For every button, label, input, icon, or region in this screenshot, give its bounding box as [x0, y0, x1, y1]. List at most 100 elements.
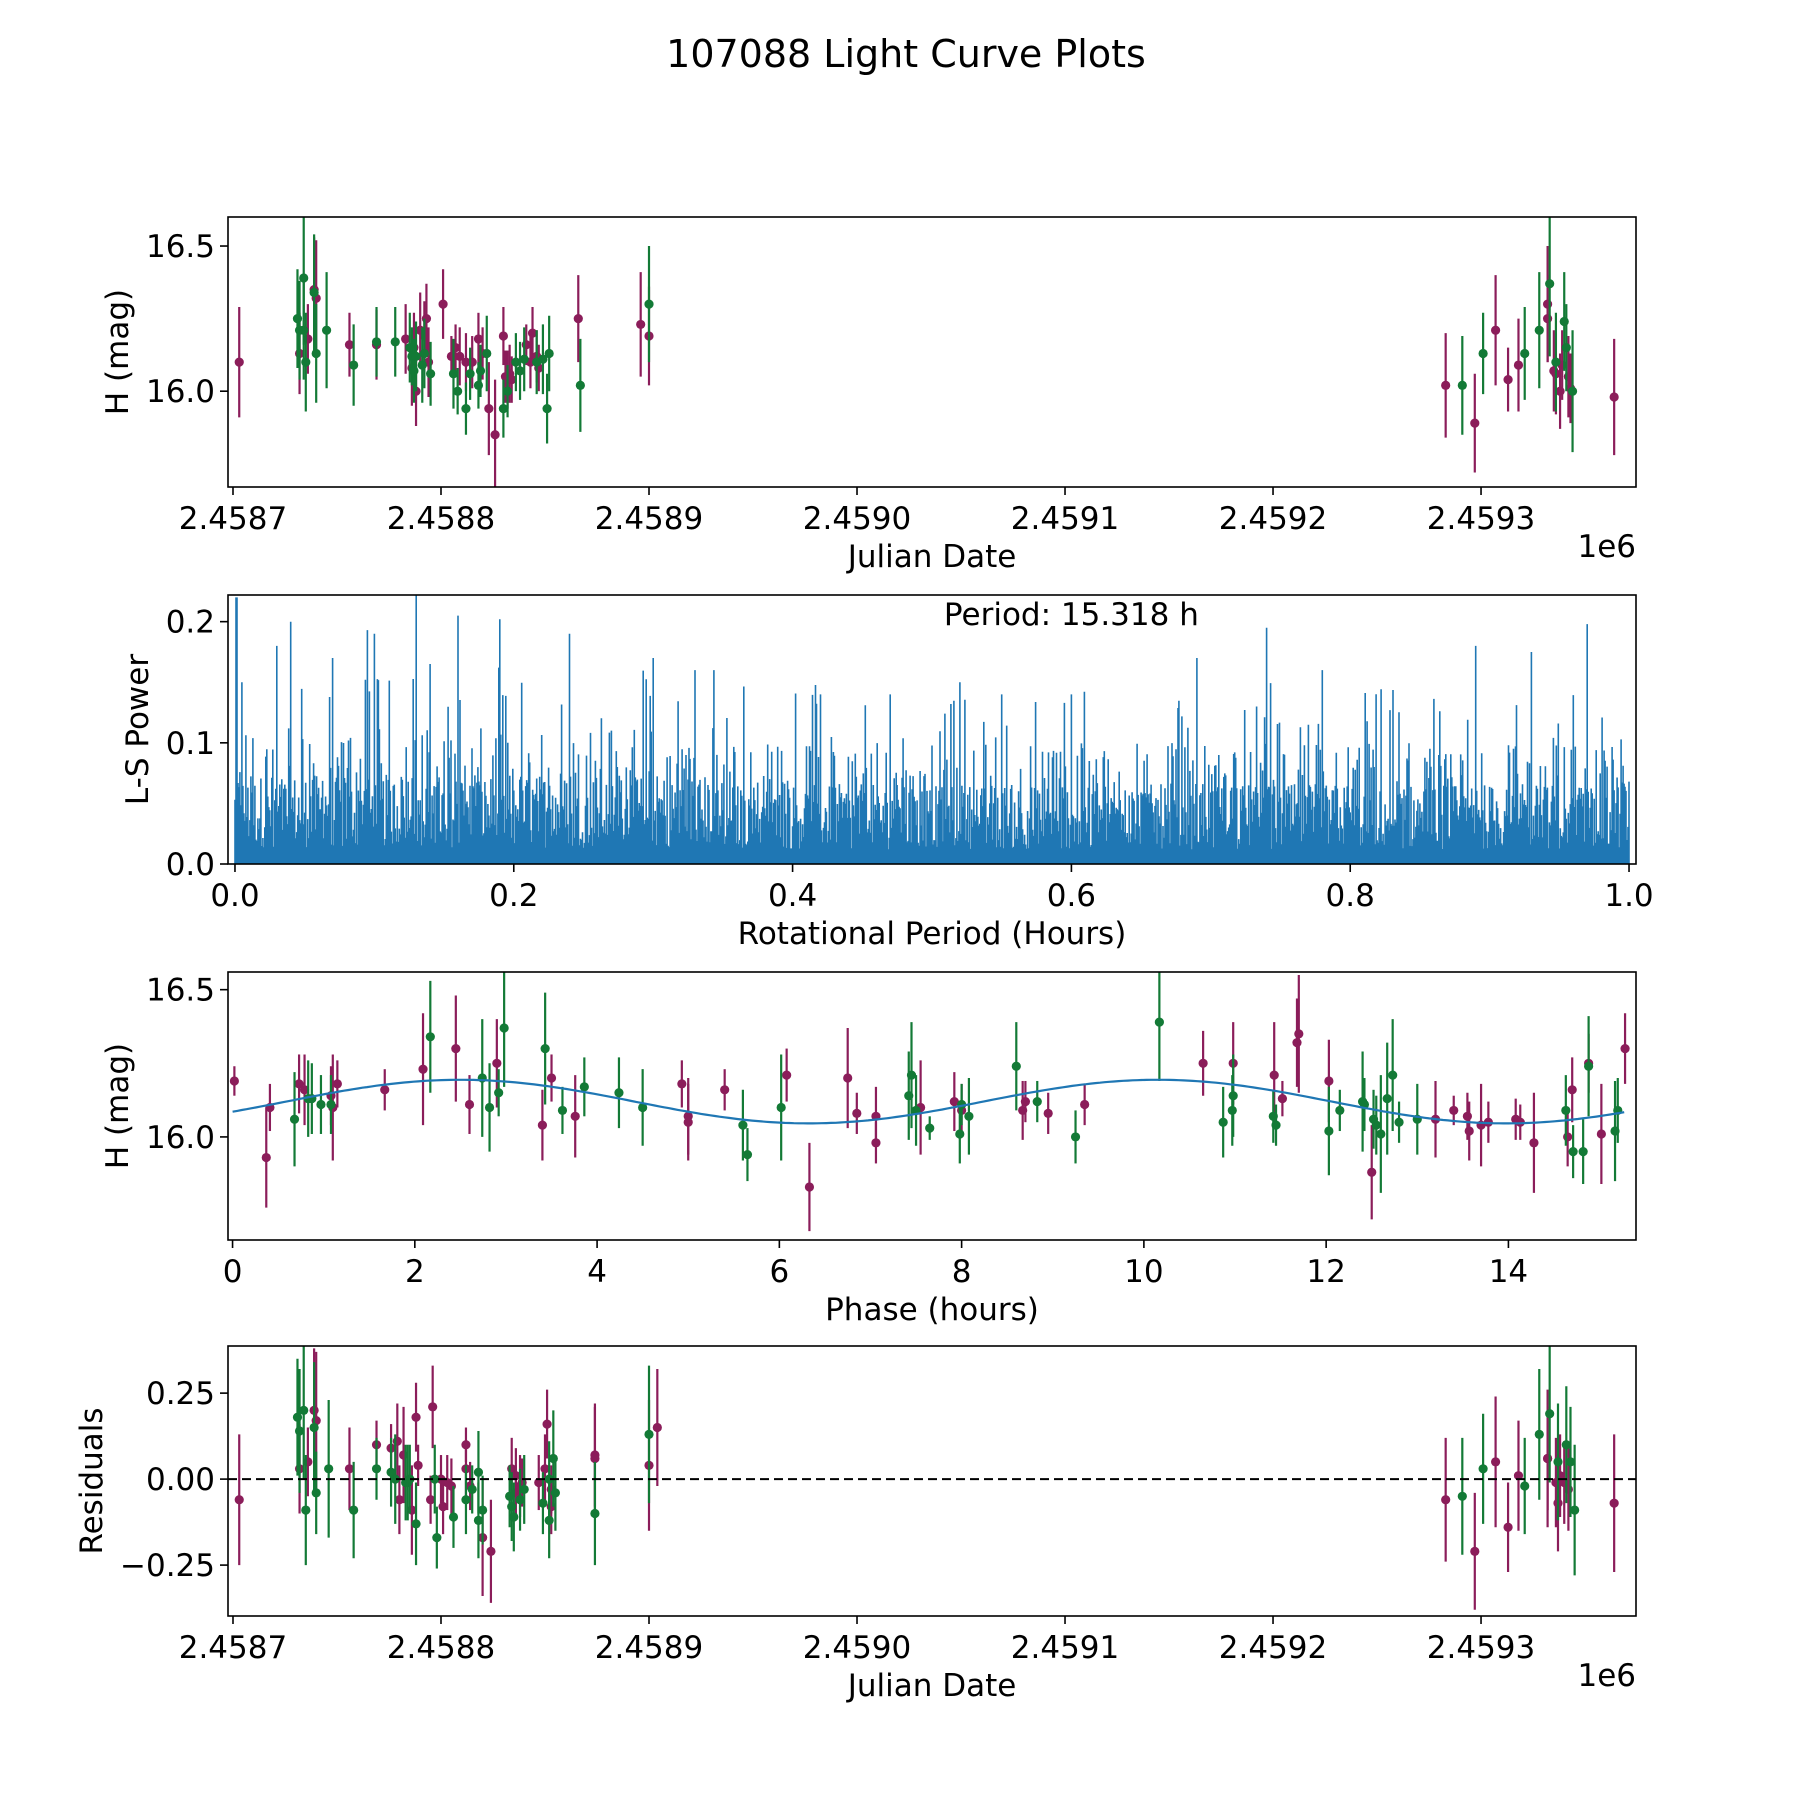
data-point — [1011, 1061, 1021, 1071]
data-point — [1520, 348, 1530, 359]
data-point — [570, 1111, 580, 1121]
x-tick-label: 2.4588 — [387, 1630, 495, 1666]
data-point — [428, 1402, 438, 1412]
data-point — [964, 1111, 974, 1121]
x-tick-label: 4 — [587, 1254, 607, 1290]
data-point — [1032, 1096, 1042, 1107]
data-point — [1394, 1117, 1404, 1127]
data-point — [906, 1070, 917, 1080]
x-tick-label: 6 — [769, 1254, 789, 1290]
data-point — [1563, 1484, 1573, 1495]
data-point — [1198, 1058, 1208, 1068]
data-point — [484, 1102, 495, 1113]
data-point — [538, 1498, 548, 1508]
data-point — [294, 1079, 304, 1089]
y-tick-label: −0.25 — [120, 1548, 215, 1584]
data-point — [299, 273, 309, 283]
data-point — [486, 1546, 496, 1556]
data-point — [579, 1082, 589, 1092]
data-point — [1553, 1457, 1563, 1467]
lightcurve-plot-area — [234, 217, 1619, 487]
periodogram-x-axis-label: Rotational Period (Hours) — [738, 916, 1127, 952]
data-point — [1388, 1070, 1398, 1080]
x-tick-label: 8 — [952, 1254, 972, 1290]
data-point — [229, 1076, 239, 1086]
x-tick-label: 10 — [1124, 1254, 1163, 1290]
data-point — [1529, 1138, 1539, 1148]
data-point — [1567, 386, 1578, 396]
x-tick-label: 1.0 — [1604, 878, 1653, 914]
data-point — [1545, 1409, 1555, 1419]
data-point — [425, 1032, 435, 1042]
data-point — [1367, 1167, 1377, 1177]
y-tick-label: 16.5 — [146, 973, 215, 1009]
data-point — [311, 1488, 321, 1498]
data-point — [1271, 1120, 1281, 1130]
data-point — [482, 348, 492, 359]
data-point — [484, 404, 494, 414]
data-point — [1534, 1429, 1544, 1439]
data-point — [390, 1474, 400, 1484]
x-tick-label: 0.0 — [210, 878, 259, 914]
data-point — [638, 1102, 648, 1113]
data-point — [519, 354, 529, 364]
data-point — [955, 1129, 965, 1139]
y-tick-label: 0.0 — [166, 847, 215, 883]
data-point — [614, 1088, 624, 1098]
data-point — [309, 287, 319, 298]
data-point — [1609, 1498, 1619, 1508]
data-point — [515, 1495, 525, 1505]
x-tick-label: 2.4590 — [803, 1630, 911, 1666]
data-point — [1561, 1105, 1571, 1116]
data-point — [344, 340, 355, 350]
data-point — [292, 314, 303, 324]
periodogram-y-axis-label: L-S Power — [120, 654, 156, 805]
residuals-x-ticks: 2.4587 2.4588 2.4589 2.4590 2.4591 2.4592 2.45… — [179, 1616, 1535, 1666]
data-point — [1520, 1481, 1530, 1491]
periodogram-plot-area — [234, 595, 1630, 864]
data-point — [548, 1453, 558, 1464]
data-point — [544, 348, 554, 359]
data-point — [652, 1422, 662, 1433]
data-point — [498, 404, 509, 414]
x-tick-label: 2.4587 — [179, 1630, 287, 1666]
phased-x-axis-label: Phase (hours) — [825, 1292, 1039, 1328]
data-point — [299, 1085, 310, 1095]
data-point — [425, 369, 436, 379]
data-point — [871, 1138, 881, 1148]
lightcurve-y-ticks: 16.0 16.5 — [146, 229, 228, 410]
data-point — [294, 1426, 305, 1436]
data-point — [1570, 1505, 1580, 1515]
data-point — [1080, 1099, 1090, 1110]
data-point — [537, 1120, 548, 1130]
x-tick-label: 2.4592 — [1219, 1630, 1327, 1666]
x-tick-label: 2.4589 — [595, 501, 703, 537]
data-point — [432, 1532, 442, 1543]
data-point — [1490, 1457, 1501, 1467]
phased-plot-area — [229, 972, 1630, 1232]
period-annotation: Period: 15.318 h — [944, 597, 1199, 633]
data-point — [494, 1088, 504, 1098]
data-point — [371, 337, 382, 347]
y-tick-label: 16.0 — [146, 374, 215, 410]
data-point — [1228, 1091, 1238, 1101]
y-tick-label: 16.0 — [146, 1120, 215, 1156]
residuals-axes-frame — [227, 1345, 1637, 1617]
data-point — [371, 1464, 382, 1474]
data-point — [492, 1058, 502, 1068]
data-point — [534, 1477, 544, 1488]
x-tick-label: 2.4589 — [595, 1630, 703, 1666]
y-tick-label: 16.5 — [146, 229, 215, 265]
x-tick-label: 2.4592 — [1219, 501, 1327, 537]
data-point — [544, 1515, 554, 1525]
data-point — [1478, 1464, 1488, 1474]
data-point — [299, 325, 309, 335]
data-point — [392, 1436, 402, 1446]
x-tick-label: 2.4591 — [1011, 1630, 1119, 1666]
data-point — [546, 1073, 557, 1083]
data-point — [1294, 1029, 1304, 1039]
data-point — [1376, 1129, 1386, 1139]
power-spectrum-line — [234, 595, 1630, 864]
data-point — [1513, 1471, 1524, 1481]
data-point — [1542, 1453, 1553, 1464]
